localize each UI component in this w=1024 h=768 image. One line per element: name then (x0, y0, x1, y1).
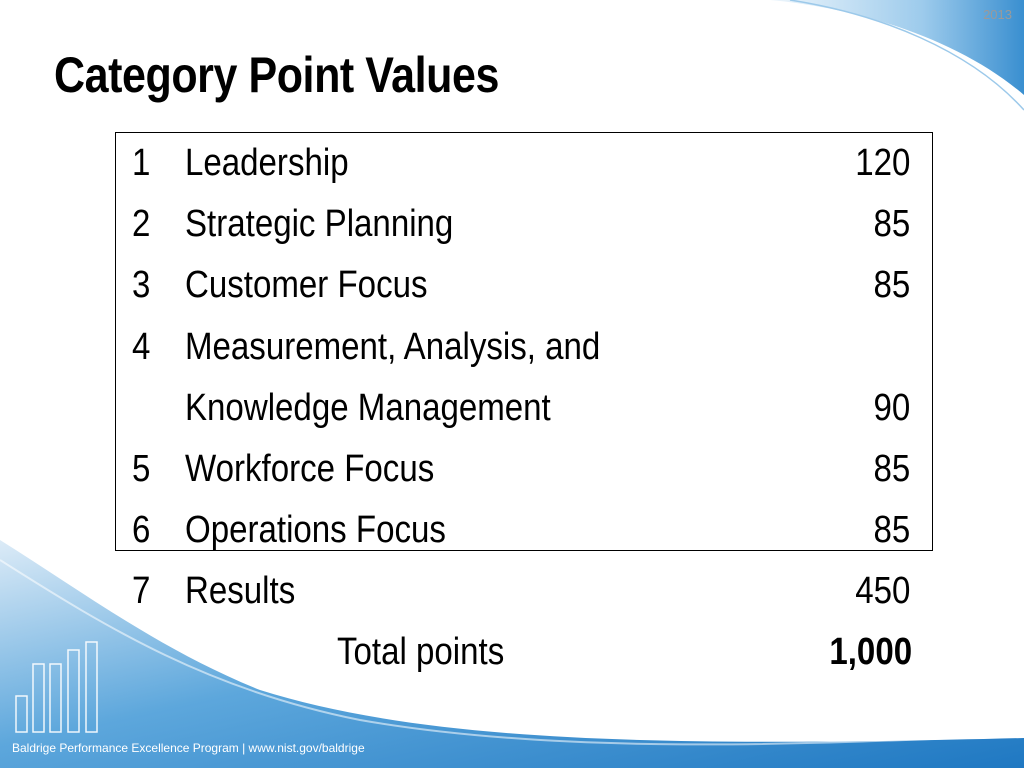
table-row: 4 Measurement, Analysis, and (0, 316, 1024, 378)
category-name: Operations Focus (185, 509, 446, 551)
page-title: Category Point Values (54, 47, 499, 103)
category-number: 2 (132, 203, 151, 245)
category-points: 120 (854, 142, 910, 184)
category-points: 90 (873, 387, 910, 429)
category-number: 6 (132, 509, 151, 551)
category-number: 7 (132, 570, 151, 612)
total-value: 1,000 (829, 631, 912, 673)
top-swoosh-line (789, 0, 1024, 111)
category-number: 5 (132, 448, 151, 490)
category-name: Measurement, Analysis, and (185, 326, 601, 368)
category-name: Leadership (185, 142, 349, 184)
category-name: Workforce Focus (185, 448, 435, 490)
table-row: 1 Leadership 120 (0, 132, 1024, 194)
table-row: 6 Operations Focus 85 (0, 499, 1024, 561)
top-swoosh (770, 0, 1024, 95)
category-name: Strategic Planning (185, 203, 454, 245)
category-number: 3 (132, 264, 151, 306)
table-row: 2 Strategic Planning 85 (0, 193, 1024, 255)
category-number: 4 (132, 326, 151, 368)
category-points: 85 (873, 203, 910, 245)
category-points: 85 (873, 448, 910, 490)
bottom-swoosh-highlight (0, 559, 1024, 746)
category-points: 450 (854, 570, 910, 612)
category-name: Results (185, 570, 296, 612)
table-row: 7 Results 450 (0, 560, 1024, 622)
highlight-box (115, 132, 933, 551)
table-row: 3 Customer Focus 85 (0, 254, 1024, 316)
footer-text: Baldrige Performance Excellence Program … (12, 741, 365, 755)
table-row: Knowledge Management 90 (0, 377, 1024, 439)
table-row: 5 Workforce Focus 85 (0, 438, 1024, 500)
bar-logo-icon (15, 641, 98, 733)
category-number: 1 (132, 142, 151, 184)
category-points: 85 (873, 509, 910, 551)
category-name: Knowledge Management (185, 387, 551, 429)
total-label: Total points (337, 631, 505, 673)
year-label: 2013 (983, 7, 1012, 22)
bottom-swoosh (0, 540, 1024, 768)
total-row: Total points 1,000 (0, 621, 1024, 683)
category-name: Customer Focus (185, 264, 428, 306)
category-points: 85 (873, 264, 910, 306)
